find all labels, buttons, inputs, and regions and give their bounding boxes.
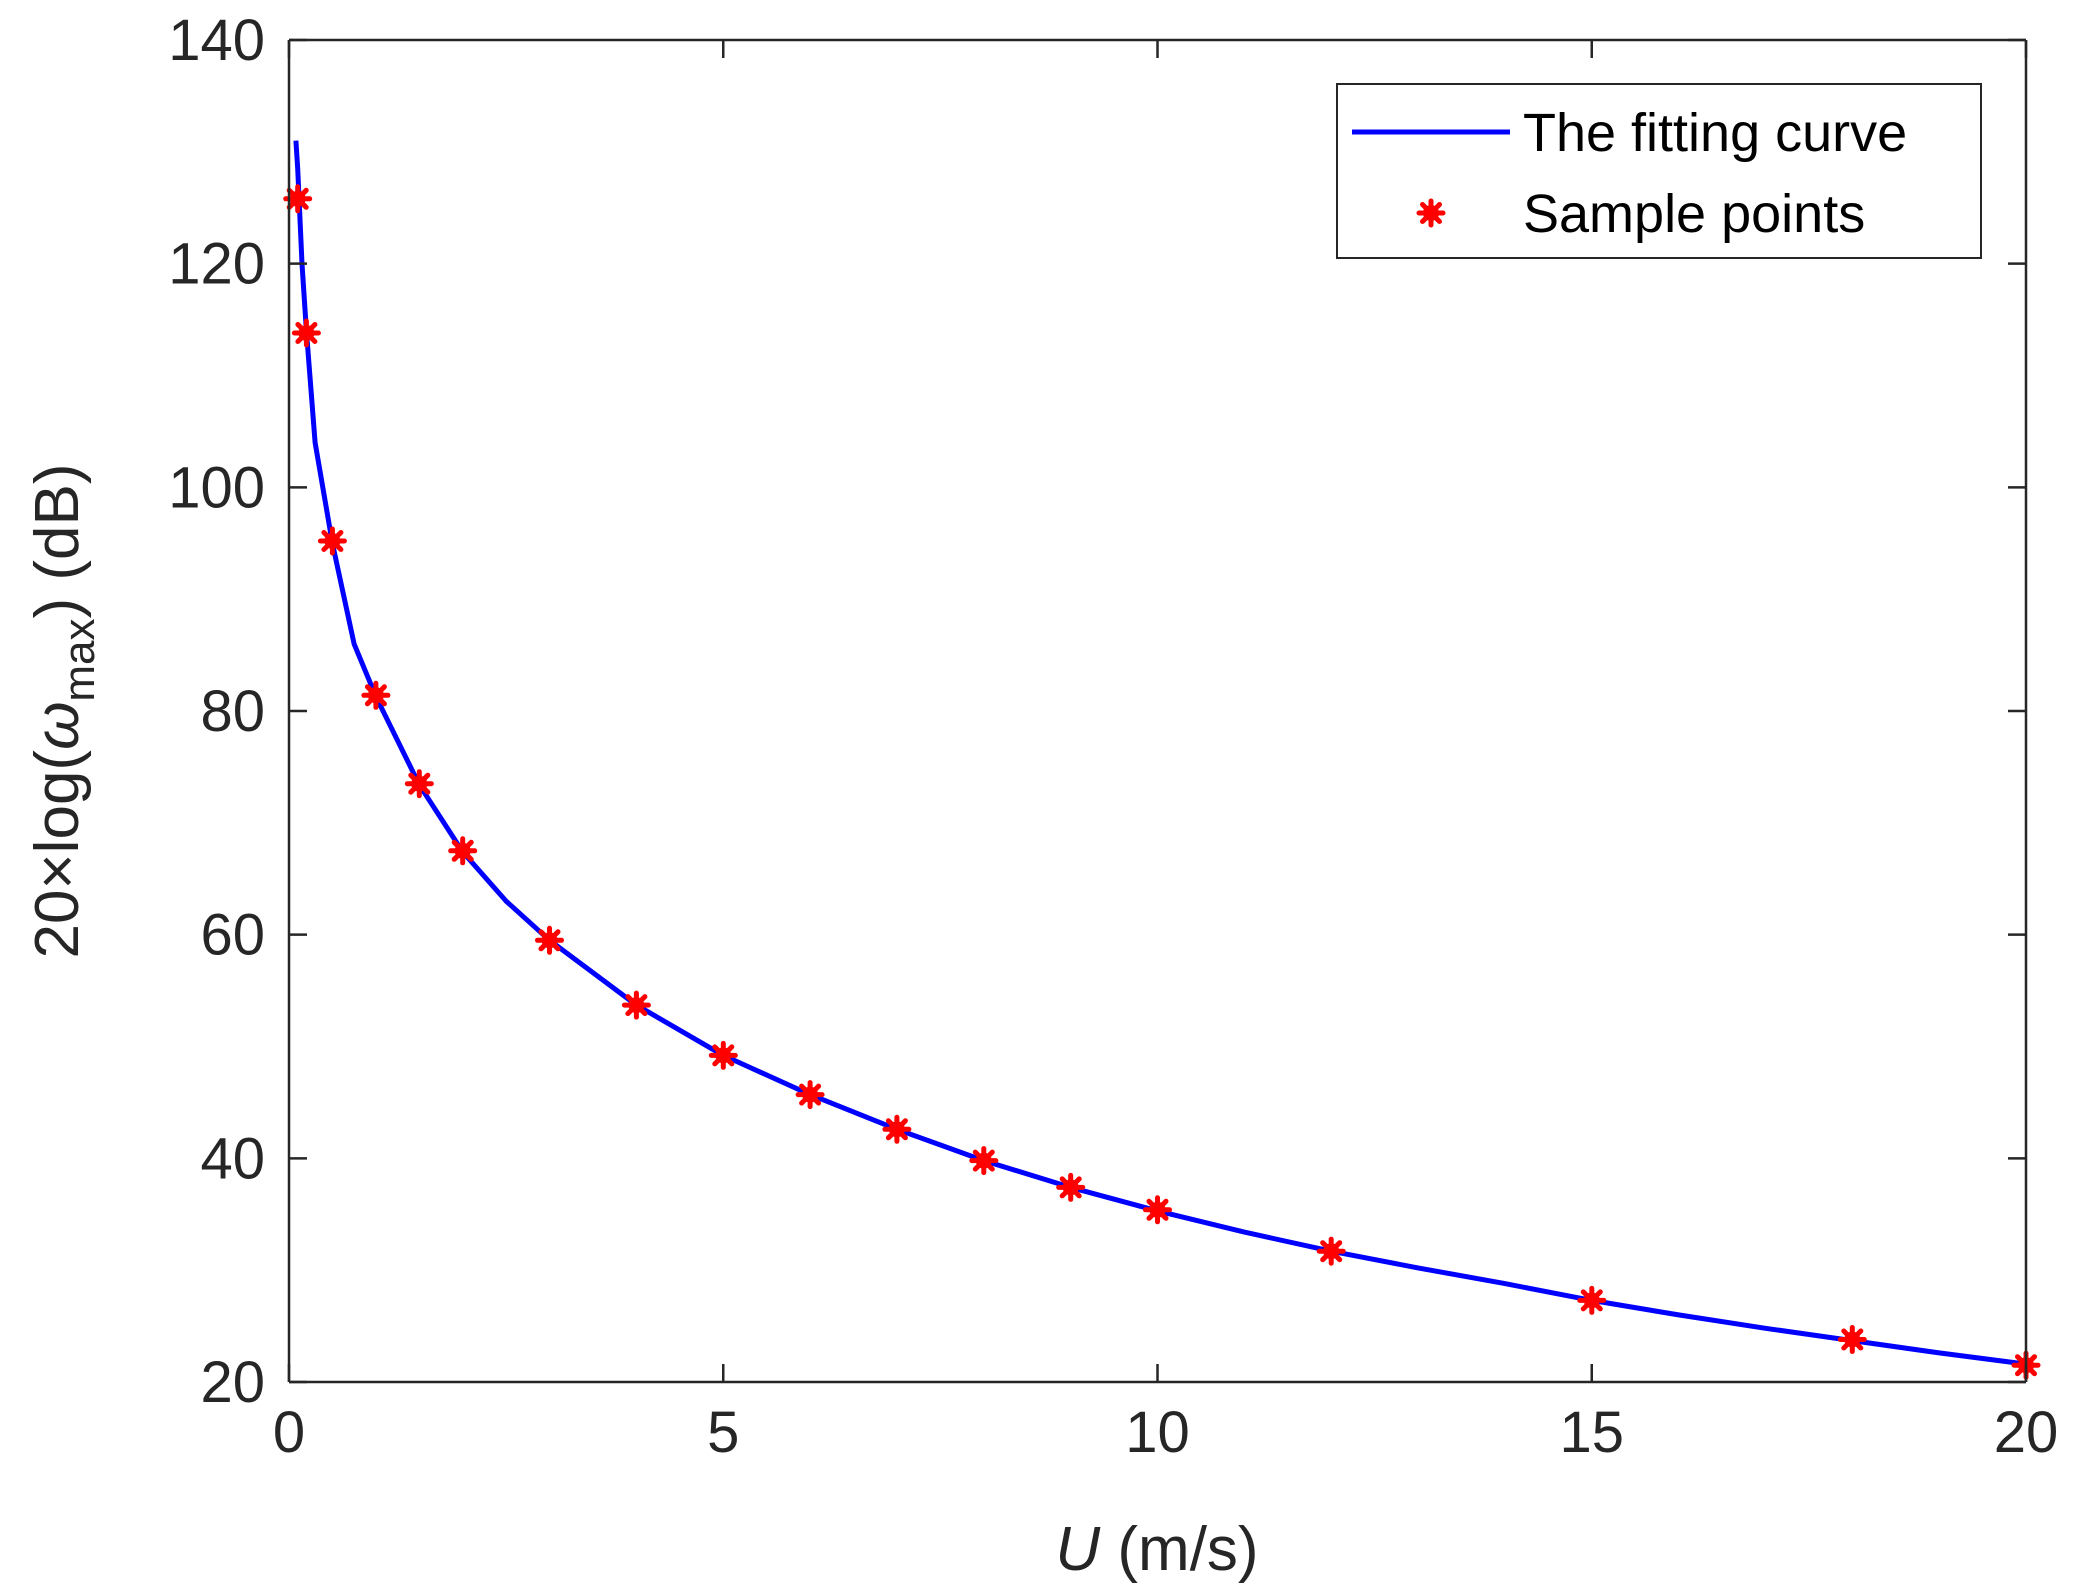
- y-axis-title-omega: ω: [23, 702, 92, 750]
- data-point-sample: [795, 1080, 825, 1110]
- data-point-sample: [317, 526, 347, 556]
- x-tick-label: 0: [273, 1400, 305, 1465]
- plot-area: [289, 40, 2026, 1382]
- data-point-sample: [361, 680, 391, 710]
- y-axis-title-subscript: max: [55, 619, 104, 702]
- data-point-sample: [1837, 1325, 1867, 1354]
- data-point-sample: [708, 1040, 738, 1070]
- y-tick-label: 60: [200, 903, 265, 968]
- data-point-sample: [1316, 1236, 1346, 1266]
- data-point-sample: [535, 925, 564, 955]
- y-tick-label: 120: [168, 232, 265, 297]
- x-axis-title-unit: (m/s): [1100, 1515, 1258, 1584]
- y-axis-title-suffix: ) (dB): [23, 464, 92, 619]
- y-tick-label: 40: [200, 1126, 265, 1191]
- data-point-sample: [404, 769, 434, 799]
- y-tick-label: 100: [168, 455, 265, 520]
- data-point-sample: [448, 836, 478, 866]
- data-point-sample: [882, 1114, 912, 1144]
- data-point-sample: [291, 318, 321, 348]
- data-point-sample: [621, 990, 651, 1020]
- data-point-sample: [969, 1146, 999, 1176]
- series-layer: [283, 140, 2041, 1380]
- ticks-layer: 0 5 10 15 20 20 40 60 80 100 120 140: [168, 8, 2058, 1465]
- x-axis-title-symbol: U: [1055, 1515, 1101, 1584]
- y-axis-title-prefix: 20×log(: [23, 750, 92, 959]
- x-tick-label: 10: [1125, 1400, 1190, 1465]
- legend: The fitting curve Sample points: [1336, 83, 1982, 259]
- legend-item-sample-points: Sample points: [1523, 184, 1865, 244]
- y-tick-label: 140: [168, 8, 265, 73]
- x-tick-label: 5: [707, 1400, 739, 1465]
- x-axis-title: U (m/s): [1055, 1515, 1258, 1584]
- x-tick-label: 15: [1559, 1400, 1624, 1465]
- data-point-sample: [1056, 1172, 1086, 1202]
- data-point-sample: [1577, 1285, 1607, 1315]
- y-axis-title: 20×log(ωmax) (dB): [23, 464, 104, 959]
- legend-item-fitting-curve: The fitting curve: [1523, 103, 1907, 163]
- legend-marker-swatch: [1416, 198, 1446, 228]
- y-tick-label: 20: [200, 1350, 265, 1415]
- y-tick-label: 80: [200, 679, 265, 744]
- data-point-sample: [1143, 1195, 1172, 1225]
- legend-box: [1336, 83, 1982, 259]
- x-tick-label: 20: [1994, 1400, 2059, 1465]
